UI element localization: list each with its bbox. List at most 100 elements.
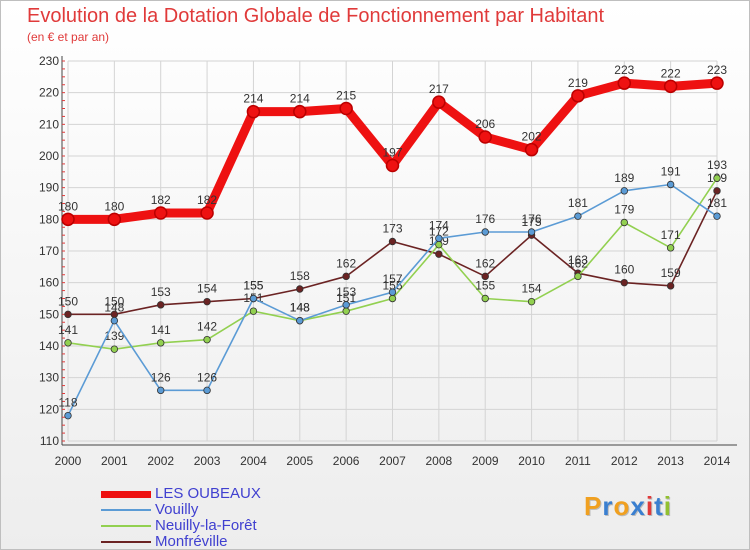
data-point (663, 79, 678, 94)
x-tick-label: 2005 (286, 454, 313, 468)
data-label: 141 (58, 323, 78, 337)
data-point (713, 187, 721, 195)
data-label: 176 (475, 212, 495, 226)
data-point (296, 285, 304, 293)
data-label: 219 (568, 76, 588, 90)
y-tick-label: 190 (39, 181, 59, 195)
data-label: 180 (104, 199, 124, 213)
data-point (107, 212, 122, 227)
data-label: 150 (58, 294, 78, 308)
data-point (249, 307, 258, 315)
data-point (713, 174, 721, 182)
data-point (620, 218, 628, 227)
logo-letter: t (654, 491, 664, 521)
x-tick-label: 2002 (147, 454, 174, 468)
legend-swatch (101, 491, 151, 498)
data-label: 155 (475, 279, 495, 293)
data-label: 176 (522, 212, 542, 226)
data-point (157, 301, 165, 309)
legend-label: LES OUBEAUX (155, 485, 261, 502)
data-label: 189 (614, 171, 634, 185)
data-label: 202 (522, 130, 542, 144)
data-label: 182 (151, 193, 171, 207)
data-point (246, 104, 261, 119)
data-point (435, 240, 443, 249)
legend-label: Neuilly-la-Forêt (155, 517, 257, 534)
data-label: 118 (58, 396, 77, 410)
data-label: 154 (197, 282, 217, 296)
x-tick-label: 2014 (704, 454, 731, 468)
y-tick-label: 140 (39, 339, 59, 353)
logo-letter: i (663, 491, 672, 521)
y-tick-label: 110 (40, 434, 59, 448)
data-label: 174 (429, 218, 449, 232)
data-point (203, 297, 211, 306)
data-point (527, 297, 536, 306)
data-point (620, 278, 628, 287)
data-point (342, 307, 350, 315)
data-label: 223 (614, 63, 634, 77)
data-label: 153 (151, 285, 171, 299)
data-point (203, 386, 211, 395)
logo-letter: i (645, 491, 655, 521)
data-point (574, 272, 582, 281)
data-label: 222 (661, 66, 681, 80)
data-point (617, 76, 632, 90)
data-label: 126 (151, 370, 171, 384)
data-point (388, 294, 397, 303)
x-tick-label: 2000 (55, 454, 82, 468)
data-point (64, 310, 72, 319)
data-label: 150 (104, 294, 124, 308)
logo-letter: o (613, 491, 631, 521)
data-point (666, 180, 675, 189)
data-point (388, 288, 397, 296)
data-point (666, 244, 675, 252)
data-point (339, 101, 353, 116)
data-label: 181 (707, 196, 727, 210)
data-label: 162 (475, 256, 495, 270)
data-label: 172 (429, 225, 449, 239)
proxiti-logo[interactable]: Proxiti (584, 491, 672, 522)
data-point (571, 89, 585, 103)
data-label: 139 (104, 329, 124, 343)
x-tick-label: 2013 (657, 454, 684, 468)
data-point (435, 234, 443, 243)
data-point (200, 206, 214, 220)
data-point (342, 301, 350, 309)
legend-swatch (101, 509, 151, 511)
data-label: 180 (58, 199, 78, 213)
data-label: 193 (707, 158, 727, 172)
y-tick-label: 130 (39, 371, 59, 385)
y-tick-label: 180 (39, 212, 59, 226)
data-point (481, 228, 489, 236)
legend-label: Vouilly (155, 501, 199, 518)
logo-letter: x (630, 491, 646, 521)
x-tick-label: 2004 (240, 454, 267, 468)
data-label: 154 (522, 282, 542, 296)
x-tick-label: 2009 (472, 454, 499, 468)
data-label: 162 (568, 256, 588, 270)
data-label: 162 (336, 256, 356, 270)
y-tick-label: 170 (39, 244, 59, 258)
data-label: 126 (197, 370, 217, 384)
data-label: 163 (568, 253, 588, 267)
data-label: 175 (522, 215, 542, 229)
data-point (157, 386, 165, 395)
data-point (64, 339, 72, 347)
x-tick-label: 2012 (611, 454, 638, 468)
y-tick-label: 210 (39, 117, 59, 131)
data-label: 182 (197, 193, 217, 207)
x-tick-label: 2007 (379, 454, 406, 468)
y-tick-label: 120 (39, 402, 59, 416)
data-label: 160 (614, 263, 634, 277)
data-label: 197 (382, 146, 402, 160)
data-point (574, 212, 582, 220)
data-label: 159 (661, 266, 681, 280)
data-label: 142 (197, 320, 217, 334)
chart-title: Evolution de la Dotation Globale de Fonc… (27, 5, 605, 27)
data-label: 173 (382, 222, 402, 236)
data-label: 155 (243, 279, 263, 293)
data-point (666, 282, 675, 290)
y-tick-label: 160 (39, 276, 59, 290)
